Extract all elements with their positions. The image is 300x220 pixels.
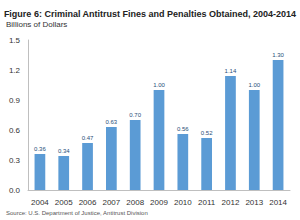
- svg-text:2005: 2005: [55, 198, 73, 207]
- svg-text:0.34: 0.34: [58, 148, 70, 154]
- svg-text:0.70: 0.70: [129, 112, 141, 118]
- svg-text:2009: 2009: [150, 198, 168, 207]
- svg-text:0.0: 0.0: [9, 186, 21, 195]
- svg-text:2014: 2014: [269, 198, 287, 207]
- svg-text:2012: 2012: [222, 198, 240, 207]
- svg-text:2011: 2011: [198, 198, 216, 207]
- svg-text:0.47: 0.47: [82, 135, 94, 141]
- svg-text:0.9: 0.9: [9, 96, 21, 105]
- svg-text:1.5: 1.5: [9, 36, 21, 45]
- svg-text:2010: 2010: [174, 198, 192, 207]
- svg-text:0.56: 0.56: [177, 126, 189, 132]
- svg-text:0.6: 0.6: [9, 126, 21, 135]
- svg-text:0.36: 0.36: [34, 146, 46, 152]
- svg-text:1.30: 1.30: [272, 52, 284, 58]
- svg-text:2013: 2013: [245, 198, 263, 207]
- svg-text:0.3: 0.3: [9, 156, 21, 165]
- svg-text:Figure 6: Criminal Antitrust F: Figure 6: Criminal Antitrust Fines and P…: [4, 9, 296, 19]
- svg-text:2007: 2007: [102, 198, 120, 207]
- svg-text:1.2: 1.2: [9, 66, 21, 75]
- svg-text:2008: 2008: [126, 198, 144, 207]
- svg-text:1.00: 1.00: [248, 82, 260, 88]
- svg-text:1.14: 1.14: [225, 68, 237, 74]
- svg-text:2006: 2006: [79, 198, 97, 207]
- svg-text:Billions of Dollars: Billions of Dollars: [6, 20, 67, 29]
- svg-text:Source: U.S. Department of Jus: Source: U.S. Department of Justice, Anti…: [6, 210, 148, 216]
- svg-text:1.00: 1.00: [153, 82, 165, 88]
- svg-text:0.63: 0.63: [106, 119, 118, 125]
- svg-text:0.52: 0.52: [201, 130, 213, 136]
- svg-text:2004: 2004: [31, 198, 49, 207]
